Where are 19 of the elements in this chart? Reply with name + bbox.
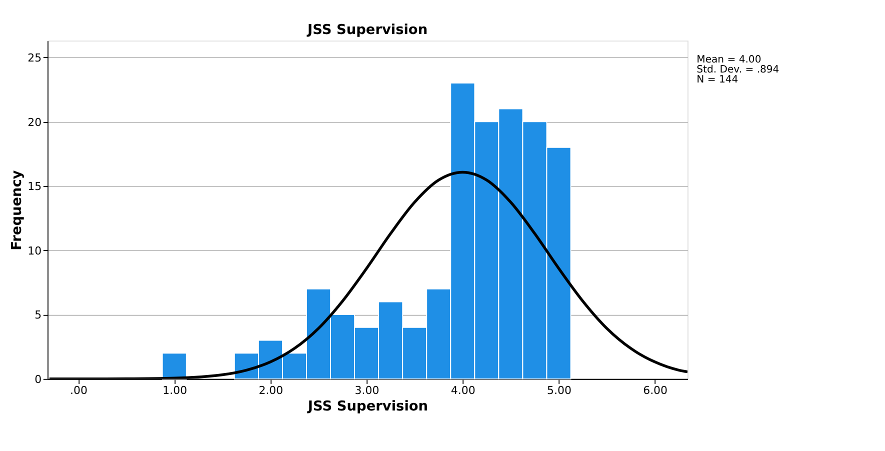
y-tick-label: 15 (28, 180, 42, 194)
y-tick-label: 0 (34, 373, 42, 386)
x-tick-label: 6.00 (643, 384, 668, 397)
x-tick-label: 3.00 (354, 384, 380, 397)
x-tick-label: 5.00 (546, 384, 572, 397)
text: Std. Dev. = .894 (696, 64, 780, 76)
text: N = 144 (696, 74, 738, 86)
x-axis-title: JSS Supervision (306, 398, 428, 414)
y-axis-title: Frequency (9, 170, 26, 250)
text: Mean = 4.00 (696, 54, 762, 66)
x-tick-label: .00 (70, 384, 88, 397)
x-tick-label: 4.00 (450, 384, 476, 397)
y-tick-label: 20 (28, 116, 42, 129)
chart-title: JSS Supervision (306, 22, 428, 38)
y-tick-label: 25 (28, 51, 42, 64)
y-tick-label: 5 (34, 308, 42, 322)
y-tick-label: 10 (28, 244, 42, 258)
x-tick-label: 1.00 (162, 384, 188, 397)
x-tick-label: 2.00 (258, 384, 284, 397)
